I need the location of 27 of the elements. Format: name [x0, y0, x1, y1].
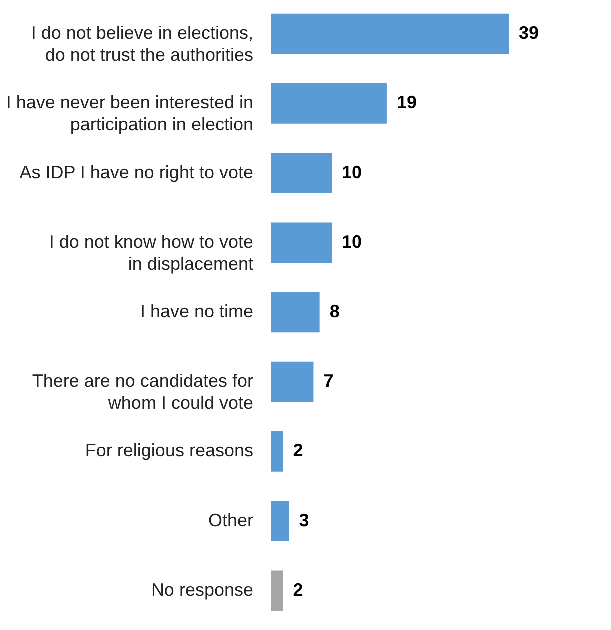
y-tick-label: There are no candidates for whom I could vote	[32, 371, 254, 414]
bar	[271, 14, 509, 54]
data-label: 2	[293, 580, 304, 600]
y-tick-label: Other	[208, 510, 254, 530]
data-label: 39	[519, 23, 540, 44]
data-label: 10	[342, 232, 362, 252]
y-tick-label: I have no time	[140, 302, 254, 322]
data-label: 8	[330, 302, 340, 322]
bar	[271, 292, 320, 333]
bar	[271, 432, 284, 472]
bar	[271, 222, 332, 264]
y-tick-label: As IDP I have no right to vote	[20, 162, 254, 182]
bar	[271, 501, 290, 542]
data-label: 7	[324, 371, 334, 392]
bar	[271, 84, 387, 124]
data-label: 19	[396, 92, 417, 113]
data-label: 2	[293, 440, 304, 461]
y-tick-label: No response	[151, 580, 254, 600]
y-tick-label: I do not believe in elections, do not trust the authorities	[31, 23, 254, 66]
y-tick-label: I have never been interested in participation in election	[6, 92, 254, 135]
y-tick-label: For religious reasons	[85, 440, 254, 461]
data-label: 3	[299, 510, 310, 530]
bar	[271, 362, 314, 402]
data-label: 10	[342, 162, 362, 182]
bar	[271, 153, 332, 194]
y-tick-label: I do not know how to vote in displacement	[49, 232, 254, 274]
bar	[271, 570, 284, 612]
